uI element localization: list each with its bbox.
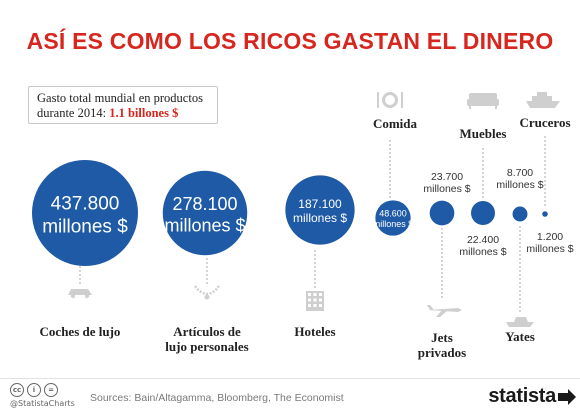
cruceros-value-label: 1.200 <box>537 231 563 243</box>
total-spending-line2: durante 2014: 1.1 billones $ <box>37 106 209 121</box>
total-spending-prefix: durante 2014: <box>37 106 110 120</box>
jets-privados-bubble <box>429 200 455 226</box>
no-derivatives-icon[interactable]: = <box>44 383 58 397</box>
coches-de-lujo-value-label: 437.800 <box>51 194 120 215</box>
hoteles-bubble <box>285 175 355 245</box>
cruceros-unit-label: millones $ <box>526 243 573 255</box>
jets-privados-unit-label: millones $ <box>423 183 470 195</box>
statista-handle[interactable]: @StatistaCharts <box>10 399 75 408</box>
comida-category-label: Comida <box>373 116 418 131</box>
statista-logo-icon <box>558 389 576 405</box>
sources-text: Sources: Bain/Altagamma, Bloomberg, The … <box>90 392 344 404</box>
jets-privados-category-label-1: Jets <box>431 330 453 345</box>
articulos-de-lujo-personales-unit-label: millones $ <box>164 215 245 235</box>
hoteles-value-label: 187.100 <box>298 197 342 211</box>
plate-icon <box>377 92 403 108</box>
total-spending-line1: Gasto total mundial en productos <box>37 91 203 105</box>
car-icon <box>68 289 92 299</box>
articulos-de-lujo-personales-category-label-1: Artículos de <box>173 324 241 339</box>
cruceros-bubble <box>542 211 548 217</box>
jets-privados-value-label: 23.700 <box>431 171 463 183</box>
total-spending-value: 1.1 billones $ <box>109 106 179 120</box>
cruceros-category-label: Cruceros <box>519 115 570 130</box>
comida-value-label: 48.600 <box>379 208 407 218</box>
cc-license-icon[interactable]: cc <box>10 383 24 397</box>
hoteles-unit-label: millones $ <box>293 211 347 225</box>
yates-category-label: Yates <box>505 329 535 344</box>
comida-bubble <box>375 200 411 236</box>
coches-de-lujo-category-label: Coches de lujo <box>40 324 121 339</box>
hotel-icon <box>306 291 324 311</box>
yates-value-label: 8.700 <box>507 167 533 179</box>
footer: cc i = @StatistaCharts Sources: Bain/Alt… <box>0 378 580 414</box>
yacht-icon <box>506 317 534 327</box>
articulos-de-lujo-personales-value-label: 278.100 <box>172 194 237 214</box>
yates-unit-label: millones $ <box>496 179 543 191</box>
articulos-de-lujo-personales-bubble <box>162 170 248 256</box>
muebles-bubble <box>471 201 495 225</box>
statista-logo[interactable]: statista <box>488 385 556 407</box>
hoteles-category-label: Hoteles <box>294 324 335 339</box>
yates-bubble <box>512 206 528 222</box>
muebles-value-label: 22.400 <box>467 234 499 246</box>
coches-de-lujo-bubble <box>32 160 138 266</box>
cruise-ship-icon <box>526 92 560 108</box>
comida-unit-label: millones $ <box>373 219 414 229</box>
muebles-unit-label: millones $ <box>459 246 506 258</box>
total-spending-box: Gasto total mundial en productos durante… <box>28 86 218 124</box>
attribution-icon[interactable]: i <box>27 383 41 397</box>
jet-icon <box>427 305 462 317</box>
necklace-icon <box>194 285 220 300</box>
sofa-icon <box>467 93 499 109</box>
articulos-de-lujo-personales-category-label-2: lujo personales <box>165 339 248 354</box>
coches-de-lujo-unit-label: millones $ <box>42 216 128 237</box>
chart-title: ASÍ ES COMO LOS RICOS GASTAN EL DINERO <box>26 28 554 54</box>
jets-privados-category-label-2: privados <box>418 345 466 360</box>
muebles-category-label: Muebles <box>460 126 507 141</box>
